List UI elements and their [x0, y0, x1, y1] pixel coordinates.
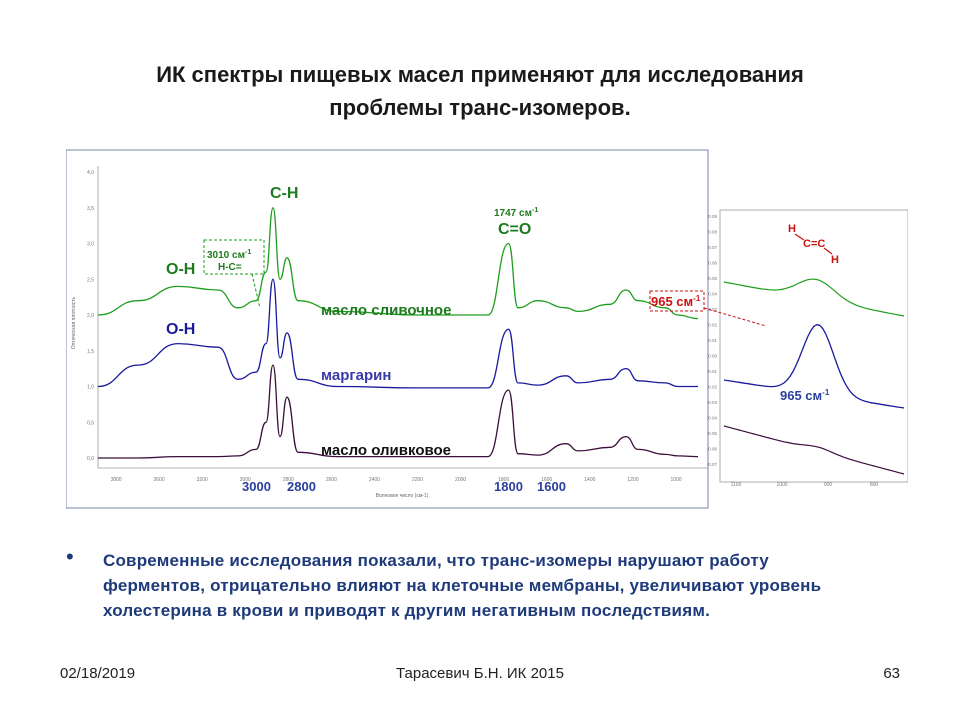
ir-spectra-figure: 4,0 3,5 3,0 2,5 2,0 1,5 1,0 0,5 0,0 3800 3600 3200… — [66, 149, 908, 509]
freq-label-1800: 1800 — [494, 479, 523, 494]
co-frequency: 1747 см-1 — [494, 207, 538, 219]
x-tick-label: 1600 — [541, 477, 552, 483]
inset-olive-line — [723, 425, 905, 475]
inset-y-tick-label: -0.03 — [707, 400, 718, 405]
y-tick-label: 4,0 — [87, 170, 94, 176]
x-tick-label: 1200 — [627, 477, 638, 483]
inset-y-tick-label: 0.04 — [708, 292, 717, 297]
footer-page-number: 63 — [883, 665, 900, 682]
series-label-olive: масло оливковое — [321, 442, 451, 459]
inset-x-tick-label: 1000 — [776, 482, 787, 488]
margarine-spectrum-line — [97, 278, 699, 389]
x-tick-label: 3000 — [240, 477, 251, 483]
inset-y-tick-label: -0.02 — [707, 385, 718, 390]
inset-y-tick-label: -0.04 — [707, 416, 718, 421]
main-x-ticks: 3800 3600 3200 3000 2800 2600 2400 2200 2000 1800… — [110, 477, 681, 483]
x-tick-label: 2600 — [326, 477, 337, 483]
bullet-symbol: • — [66, 544, 74, 569]
inset-y-ticks: 0.08 0.08 0.07 0.06 0.05 0.04 0.03 0.02 0.01 0.00… — [707, 214, 718, 467]
hc-pointer — [251, 273, 261, 309]
hc-frequency: 3010 см-1 — [207, 249, 251, 261]
trans-annotation-box: 965 см-1 — [649, 290, 767, 327]
y-tick-label: 3,5 — [87, 206, 94, 212]
oh-label-top: O-H — [166, 261, 195, 278]
inset-y-tick-label: 0.05 — [708, 276, 717, 281]
inset-y-tick-label: -0.05 — [707, 431, 718, 436]
inset-y-tick-label: 0.03 — [708, 307, 717, 312]
x-tick-label: 1000 — [670, 477, 681, 483]
x-tick-label: 2000 — [455, 477, 466, 483]
x-tick-label: 3800 — [110, 477, 121, 483]
x-tick-label: 2800 — [283, 477, 294, 483]
inset-y-tick-label: 0.02 — [708, 323, 717, 328]
x-tick-label: 2400 — [369, 477, 380, 483]
co-annotation: 1747 см-1 C=O — [494, 207, 538, 238]
inset-plot-frame — [719, 209, 908, 483]
y-tick-label: 3,0 — [87, 242, 94, 248]
inset-y-tick-label: -0.01 — [707, 369, 718, 374]
freq-label-1600: 1600 — [537, 479, 566, 494]
inset-y-tick-label: -0.07 — [707, 462, 718, 467]
olive-spectrum-line — [98, 364, 699, 459]
butter-spectrum-line — [97, 207, 699, 320]
molecule-h2: H — [831, 254, 839, 266]
trans-frequency: 965 см-1 — [651, 294, 701, 309]
inset-y-tick-label: 0.01 — [708, 338, 717, 343]
footer-author: Тарасевич Б.Н. ИК 2015 — [396, 665, 564, 682]
freq-label-3000: 3000 — [242, 479, 271, 494]
inset-y-tick-label: 0.06 — [708, 261, 717, 266]
title-line-1: ИК спектры пищевых масел применяют для и… — [156, 62, 804, 87]
y-tick-label: 2,0 — [87, 313, 94, 319]
x-tick-label: 3200 — [197, 477, 208, 483]
inset-x-tick-label: 900 — [824, 482, 833, 488]
hc-annotation-box: 3010 см-1 H-C= — [203, 239, 265, 309]
footer-date: 02/18/2019 — [60, 665, 136, 682]
main-y-ticks: 4,0 3,5 3,0 2,5 2,0 1,5 1,0 0,5 0,0 — [87, 170, 94, 462]
y-tick-label: 2,5 — [87, 277, 94, 283]
x-tick-label: 1800 — [498, 477, 509, 483]
freq-label-2800: 2800 — [287, 479, 316, 494]
ch-label: C-H — [270, 185, 298, 202]
molecule-cc: C=C — [803, 238, 825, 250]
y-tick-label: 0,0 — [87, 456, 94, 462]
series-label-butter: масло сливочное — [321, 302, 451, 319]
main-y-axis-label: Оптическая плотность — [71, 296, 77, 349]
inset-x-tick-label: 800 — [870, 482, 879, 488]
inset-x-tick-label: 1100 — [731, 482, 742, 488]
inset-y-tick-label: 0.00 — [708, 354, 717, 359]
main-x-axis-label: Волновое число (см-1) — [376, 493, 429, 499]
x-tick-label: 1400 — [584, 477, 595, 483]
x-tick-label: 2200 — [412, 477, 423, 483]
bullet-point: • Современные исследования показали, что… — [66, 544, 866, 623]
cis-trans-molecule: H C=C H — [788, 223, 839, 266]
inset-x-ticks: 1100 1000 900 800 — [731, 482, 879, 488]
hc-label: H-C= — [218, 262, 242, 273]
y-tick-label: 1,0 — [87, 385, 94, 391]
y-tick-label: 1,5 — [87, 349, 94, 355]
inset-margarine-line — [723, 323, 905, 409]
inset-y-tick-label: -0.06 — [707, 447, 718, 452]
y-tick-label: 0,5 — [87, 420, 94, 426]
inset-y-tick-label: 0.08 — [708, 214, 717, 219]
inset-y-tick-label: 0.07 — [708, 245, 717, 250]
bullet-text: Современные исследования показали, что т… — [103, 551, 822, 620]
slide-title: ИК спектры пищевых масел применяют для и… — [60, 58, 900, 124]
co-label: C=O — [498, 221, 531, 238]
inset-butter-line — [723, 278, 905, 317]
title-line-2: проблемы транс-изомеров. — [329, 95, 631, 120]
molecule-h1: H — [788, 223, 796, 235]
trans-pointer — [703, 307, 767, 327]
oh-label-middle: O-H — [166, 321, 195, 338]
inset-y-tick-label: 0.08 — [708, 230, 717, 235]
inset-frequency: 965 см-1 — [780, 388, 830, 403]
series-label-margarine: маргарин — [321, 367, 391, 384]
x-tick-label: 3600 — [154, 477, 165, 483]
